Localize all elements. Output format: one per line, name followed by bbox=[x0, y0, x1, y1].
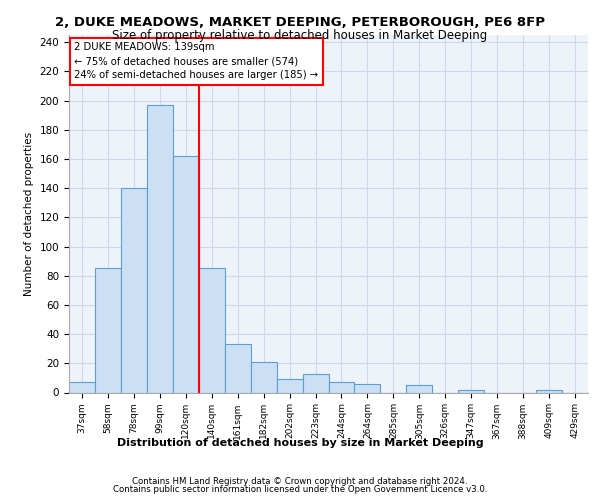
Bar bbox=[147, 105, 173, 393]
Text: 2 DUKE MEADOWS: 139sqm
← 75% of detached houses are smaller (574)
24% of semi-de: 2 DUKE MEADOWS: 139sqm ← 75% of detached… bbox=[74, 42, 319, 80]
Text: Contains public sector information licensed under the Open Government Licence v3: Contains public sector information licen… bbox=[113, 485, 487, 494]
Text: Distribution of detached houses by size in Market Deeping: Distribution of detached houses by size … bbox=[116, 438, 484, 448]
Bar bbox=[173, 156, 199, 392]
Bar bbox=[406, 385, 432, 392]
Bar bbox=[458, 390, 484, 392]
Bar bbox=[329, 382, 355, 392]
Y-axis label: Number of detached properties: Number of detached properties bbox=[24, 132, 34, 296]
Bar bbox=[277, 380, 302, 392]
Bar bbox=[121, 188, 147, 392]
Bar bbox=[355, 384, 380, 392]
Bar bbox=[199, 268, 224, 392]
Text: 2, DUKE MEADOWS, MARKET DEEPING, PETERBOROUGH, PE6 8FP: 2, DUKE MEADOWS, MARKET DEEPING, PETERBO… bbox=[55, 16, 545, 29]
Text: Size of property relative to detached houses in Market Deeping: Size of property relative to detached ho… bbox=[112, 29, 488, 42]
Bar bbox=[302, 374, 329, 392]
Text: Contains HM Land Registry data © Crown copyright and database right 2024.: Contains HM Land Registry data © Crown c… bbox=[132, 477, 468, 486]
Bar bbox=[536, 390, 562, 392]
Bar bbox=[95, 268, 121, 392]
Bar bbox=[225, 344, 251, 393]
Bar bbox=[251, 362, 277, 392]
Bar bbox=[69, 382, 95, 392]
